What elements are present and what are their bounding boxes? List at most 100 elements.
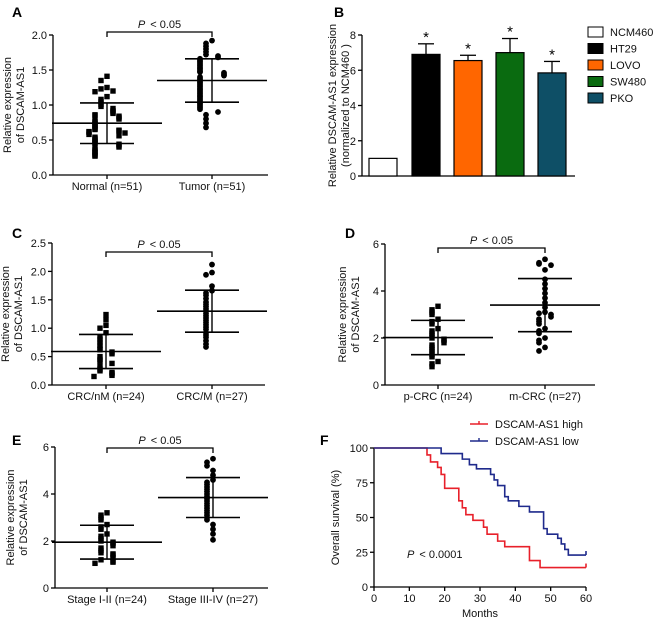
y-tick-label: 1.0 xyxy=(32,100,47,112)
panel-label: C xyxy=(12,225,22,241)
p-text: < 0.0001 xyxy=(419,549,462,561)
legend-swatch xyxy=(587,59,604,71)
data-point xyxy=(109,372,115,379)
data-point xyxy=(110,110,116,117)
panel-d: 0 2 4 6 Relative expression of DSCAM-AS1 p-CRC… xyxy=(337,235,600,403)
p-symbol: P xyxy=(470,235,478,247)
data-point xyxy=(542,335,548,341)
data-point xyxy=(215,109,221,115)
significance-star: * xyxy=(423,29,429,46)
panel-c: 0.0 0.5 1.0 1.5 2.0 2.5 Relative expression of … xyxy=(0,238,267,403)
data-point xyxy=(536,339,542,346)
p-value-label: P < 0.05 xyxy=(137,239,180,251)
data-point xyxy=(103,322,109,329)
y-tick-label: 0 xyxy=(362,582,368,594)
y-axis-label: Overall survival (%) xyxy=(330,470,342,565)
data-point xyxy=(109,360,115,367)
legend-label: LOVO xyxy=(610,60,641,72)
legend-swatch xyxy=(587,43,604,54)
x-tick-label: 20 xyxy=(439,593,451,605)
data-point xyxy=(197,106,203,113)
p-symbol: P xyxy=(137,239,145,251)
data-point xyxy=(98,103,104,110)
panel-b: 0 2 4 6 8 Relative DSCAM-AS1 expression (norma… xyxy=(327,24,653,188)
significance-bracket xyxy=(106,447,214,453)
x-tick-label: 40 xyxy=(509,593,521,605)
significance-star: * xyxy=(549,46,555,63)
data-point xyxy=(435,316,441,322)
data-point xyxy=(86,131,92,138)
bar-ncm460 xyxy=(368,157,398,177)
data-point xyxy=(204,516,210,523)
data-point xyxy=(104,73,110,79)
bar-pko xyxy=(537,72,567,177)
y-tick-label: 50 xyxy=(356,513,368,525)
p-symbol: P xyxy=(138,19,146,31)
data-point xyxy=(203,124,209,131)
p-text: < 0.05 xyxy=(150,19,181,31)
panel-a: 0.0 0.5 1.0 1.5 2.0 Relative expression of DSC… xyxy=(2,19,268,193)
x-tick-label: 60 xyxy=(580,593,592,605)
panel-f: 0 25 50 75 100 0 10 20 30 40 50 60 Months Overall sur… xyxy=(330,419,592,620)
data-point xyxy=(536,261,542,267)
data-point xyxy=(429,311,435,318)
significance-bracket xyxy=(437,247,546,253)
x-tick-label: Stage I-II (n=24) xyxy=(67,594,147,606)
p-symbol: P xyxy=(407,549,415,561)
p-value-label: P < 0.05 xyxy=(138,435,181,447)
data-point xyxy=(103,330,109,336)
data-point xyxy=(429,354,435,360)
y-axis-label: of DSCAM-AS1 xyxy=(350,276,362,352)
data-point xyxy=(97,363,103,369)
data-point xyxy=(429,363,435,370)
x-tick-label: Stage III-IV (n=27) xyxy=(168,594,258,606)
x-tick-label: Tumor (n=51) xyxy=(179,181,246,193)
y-tick-label: 75 xyxy=(356,478,368,490)
data-point xyxy=(536,348,542,354)
x-tick-label: CRC/nM (n=24) xyxy=(67,391,144,403)
p-text: < 0.05 xyxy=(150,239,181,251)
data-point xyxy=(98,526,104,532)
data-point xyxy=(97,336,103,343)
y-axis-label: Relative expression xyxy=(337,267,349,363)
data-point xyxy=(441,340,447,346)
x-tick-label: p-CRC (n=24) xyxy=(404,391,473,403)
y-tick-label: 2.0 xyxy=(32,30,47,42)
y-axis-label: of DSCAM-AS1 xyxy=(18,479,30,555)
legend-swatch xyxy=(587,76,604,87)
y-tick-label: 25 xyxy=(356,547,368,559)
data-point xyxy=(116,133,122,139)
bar-lovo xyxy=(453,59,483,177)
p-text: < 0.05 xyxy=(482,235,513,247)
x-axis-label: Months xyxy=(462,608,499,620)
data-point xyxy=(542,344,548,351)
data-point xyxy=(116,128,122,134)
data-point xyxy=(116,116,122,122)
y-tick-label: 6 xyxy=(373,239,379,251)
data-point xyxy=(542,256,548,263)
data-point xyxy=(197,69,203,75)
data-point xyxy=(110,554,116,561)
data-point xyxy=(203,271,209,278)
data-point xyxy=(435,358,441,365)
data-point xyxy=(97,347,103,353)
data-point xyxy=(203,116,209,122)
panel-label: A xyxy=(12,4,22,20)
significance-star: * xyxy=(507,24,513,41)
legend-label: SW480 xyxy=(610,77,646,89)
data-point xyxy=(92,126,98,133)
panel-e: 0 2 4 6 Relative expression of DSCAM-AS1 Stage… xyxy=(5,435,268,606)
y-axis-label: Relative expression xyxy=(5,470,17,566)
x-tick-label: 0 xyxy=(371,593,377,605)
data-point xyxy=(210,531,216,537)
data-point xyxy=(97,325,103,331)
data-point xyxy=(98,538,104,544)
data-point xyxy=(97,342,103,348)
y-tick-label: 0.0 xyxy=(31,380,46,392)
bar-ht29 xyxy=(411,53,441,177)
data-point xyxy=(536,321,542,327)
y-tick-label: 0.0 xyxy=(32,170,47,182)
y-tick-label: 2 xyxy=(43,536,49,548)
data-point xyxy=(97,358,103,364)
y-tick-label: 1.5 xyxy=(31,295,46,307)
